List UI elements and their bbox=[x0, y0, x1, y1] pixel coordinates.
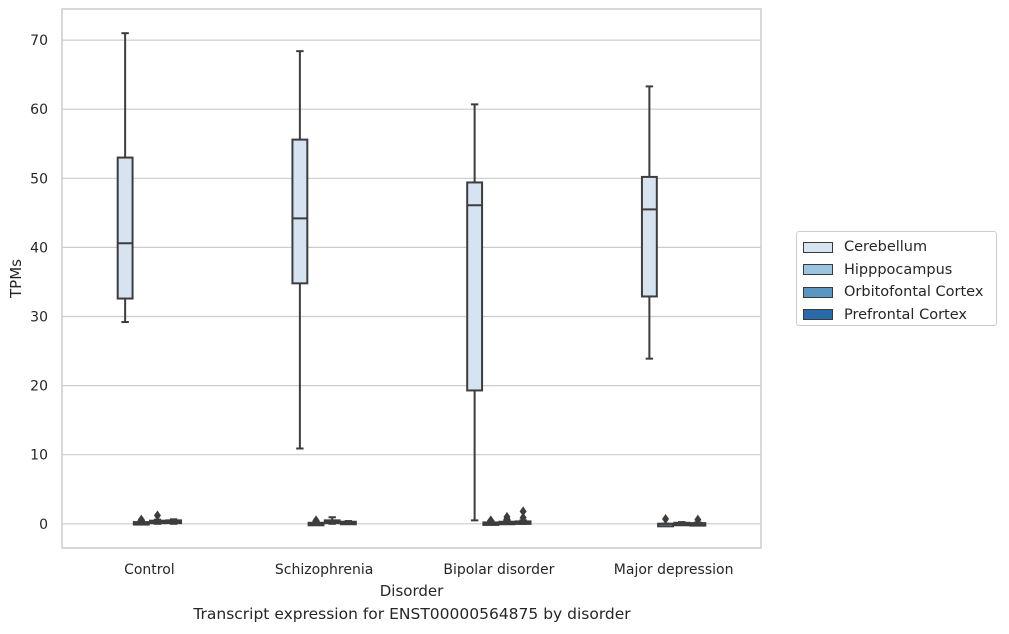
x-tick-label: Control bbox=[124, 562, 175, 578]
x-tick-label: Schizophrenia bbox=[275, 562, 373, 578]
y-tick-label: 10 bbox=[30, 448, 48, 464]
outlier-point bbox=[503, 513, 511, 524]
box-prefrontal-cortex bbox=[514, 506, 532, 525]
legend-label: Hipppocampus bbox=[844, 261, 953, 278]
box-iqr bbox=[116, 156, 134, 300]
outlier-point bbox=[694, 514, 702, 525]
box-cerebellum bbox=[291, 50, 309, 450]
legend-swatch bbox=[803, 241, 833, 253]
x-tick-labels: Control Schizophrenia Bipolar disorder Majo… bbox=[124, 562, 733, 578]
legend-swatch bbox=[803, 286, 833, 298]
y-tick-label: 20 bbox=[30, 379, 48, 395]
y-tick-label: 0 bbox=[39, 517, 48, 533]
y-axis-label: TPMs bbox=[7, 259, 25, 299]
box-cerebellum bbox=[640, 85, 658, 360]
box-hipppocampus bbox=[307, 515, 325, 527]
box-plot-series bbox=[116, 32, 707, 528]
box-iqr bbox=[291, 138, 309, 285]
y-tick-label: 50 bbox=[30, 171, 48, 187]
legend-item: Orbitofontal Cortex bbox=[803, 281, 996, 304]
x-tick-label: Major depression bbox=[614, 562, 734, 578]
box-orbitofontal-cortex bbox=[149, 510, 166, 525]
box-iqr bbox=[466, 181, 484, 392]
box-cerebellum bbox=[116, 32, 134, 324]
x-axis-label: Disorder bbox=[380, 582, 444, 600]
box-iqr bbox=[640, 175, 658, 298]
box-prefrontal-cortex bbox=[339, 520, 357, 526]
box-orbitofontal-cortex bbox=[323, 516, 341, 525]
outlier-point bbox=[137, 514, 145, 525]
box-prefrontal-cortex bbox=[689, 514, 707, 527]
legend-swatch bbox=[803, 264, 833, 276]
box-orbitofontal-cortex bbox=[498, 511, 516, 526]
outlier-point bbox=[487, 515, 495, 526]
y-tick-labels: 0 10 20 30 40 50 60 70 bbox=[30, 33, 48, 533]
y-tick-label: 70 bbox=[30, 33, 48, 49]
legend-label: Cerebellum bbox=[844, 239, 928, 256]
box-orbitofontal-cortex bbox=[673, 521, 691, 527]
outlier-point bbox=[519, 512, 527, 523]
y-tick-label: 60 bbox=[30, 102, 48, 118]
legend: Cerebellum Hipppocampus Orbitofontal Corte… bbox=[796, 231, 997, 326]
legend-item: Prefrontal Cortex bbox=[803, 304, 996, 327]
y-tick-label: 40 bbox=[30, 240, 48, 256]
box-cerebellum bbox=[466, 103, 484, 522]
legend-label: Prefrontal Cortex bbox=[844, 306, 967, 323]
outlier-point bbox=[662, 513, 670, 524]
chart-caption: Transcript expression for ENST0000056487… bbox=[193, 605, 631, 623]
grid-lines bbox=[62, 39, 761, 525]
legend-item: Cerebellum bbox=[803, 236, 996, 259]
outlier-point bbox=[153, 510, 161, 521]
box-hipppocampus bbox=[132, 514, 150, 526]
y-tick-label: 30 bbox=[30, 310, 48, 326]
legend-swatch bbox=[803, 309, 833, 321]
legend-item: Hipppocampus bbox=[803, 259, 996, 282]
box-hipppocampus bbox=[657, 513, 674, 528]
box-prefrontal-cortex bbox=[165, 518, 183, 525]
box-hipppocampus bbox=[482, 515, 500, 526]
legend-label: Orbitofontal Cortex bbox=[844, 284, 984, 301]
outlier-point bbox=[312, 515, 320, 526]
x-tick-label: Bipolar disorder bbox=[443, 562, 554, 578]
outlier-point bbox=[519, 506, 527, 517]
plot-frame bbox=[61, 8, 762, 549]
